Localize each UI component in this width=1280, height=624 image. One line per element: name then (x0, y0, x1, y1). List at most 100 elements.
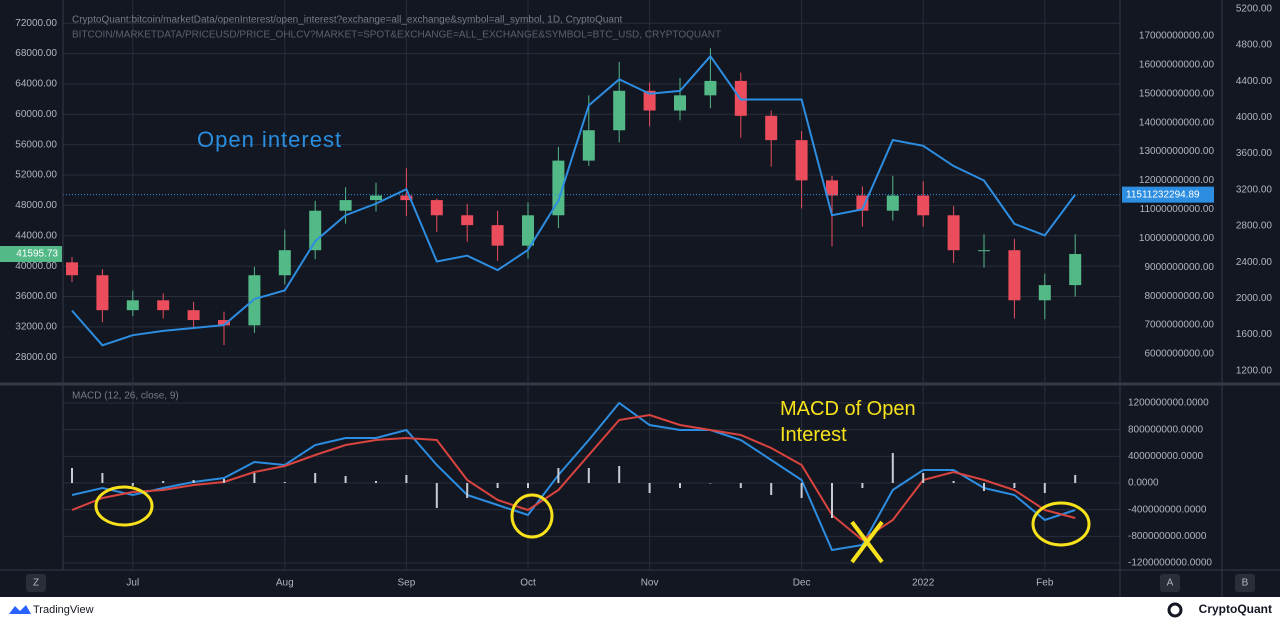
axis-button-label[interactable]: B (1242, 578, 1249, 589)
histogram-bar (101, 473, 104, 483)
y-tick-label: 17000000000.00 (1139, 31, 1215, 42)
histogram-bar (435, 483, 438, 508)
histogram-bar (922, 473, 925, 483)
candle-body (643, 90, 656, 111)
y-tick-label: 5200.00 (1236, 3, 1273, 14)
candle-body (522, 215, 534, 246)
histogram-bar (831, 483, 833, 518)
histogram-bar (527, 483, 529, 488)
y-tick-label: 0.0000 (1128, 478, 1159, 489)
y-tick-label: 32000.00 (15, 322, 57, 333)
x-tick-label: Jul (126, 578, 139, 589)
candle-body (582, 130, 595, 161)
y-tick-label: 44000.00 (15, 230, 57, 241)
y-tick-label: 14000000000.00 (1139, 117, 1215, 128)
y-tick-label: 8000000000.00 (1144, 291, 1214, 302)
y-tick-label: 40000.00 (15, 261, 57, 272)
y-tick-label: -400000000.0000 (1128, 504, 1207, 515)
histogram-bar (223, 479, 225, 483)
candle-body (1038, 285, 1051, 301)
x-tick-label: Aug (276, 578, 294, 589)
candle-body (491, 225, 504, 246)
histogram-bar (679, 483, 681, 488)
histogram-bar (891, 453, 894, 483)
annotation: Open interest (197, 127, 342, 152)
histogram-bar (587, 468, 590, 483)
histogram-bar (496, 483, 499, 488)
candle-body (339, 200, 352, 211)
x-tick-label: Dec (793, 578, 811, 589)
y-tick-label: 48000.00 (15, 200, 57, 211)
histogram-bar (983, 483, 985, 491)
highlight-circle (94, 485, 154, 527)
y-tick-label: 56000.00 (15, 139, 57, 150)
axis-button-label[interactable]: A (1167, 578, 1174, 589)
candle-body (1008, 250, 1021, 301)
histogram-bar (253, 473, 256, 483)
candle-body (400, 195, 413, 201)
y-tick-label: 28000.00 (15, 352, 57, 363)
annotation: MACD of Open Interest (780, 398, 916, 446)
y-tick-label: 1200000000.0000 (1128, 398, 1209, 409)
candle-body (795, 140, 808, 181)
histogram-bar (648, 483, 651, 493)
histogram-bar (557, 468, 560, 483)
candle-body (461, 215, 474, 226)
y-tick-label: 4800.00 (1236, 40, 1273, 51)
y-tick-label: 9000000000.00 (1144, 262, 1214, 273)
indicator-title: MACD (12, 26, close, 9) (72, 391, 179, 402)
candle-body (856, 195, 869, 211)
histogram-bar (709, 483, 712, 484)
candle-body (187, 310, 200, 321)
y-tick-label: -1200000000.0000 (1128, 558, 1212, 569)
highlight-cross (850, 520, 884, 564)
histogram-bar (344, 476, 347, 483)
y-tick-label: 3200.00 (1236, 184, 1273, 195)
histogram-bar (131, 483, 134, 486)
histogram-bar (618, 466, 621, 483)
y-tick-label: 10000000000.00 (1139, 233, 1215, 244)
cryptoquant-logo (1167, 602, 1183, 618)
axis-button-label[interactable]: Z (33, 578, 39, 589)
y-tick-label: 13000000000.00 (1139, 146, 1215, 157)
candle-body (218, 320, 230, 326)
x-tick-label: Feb (1036, 578, 1054, 589)
open-interest-line (71, 54, 1077, 347)
histogram-bar (1013, 483, 1016, 488)
candle-body (96, 275, 109, 311)
y-tick-label: 3600.00 (1236, 148, 1273, 159)
highlight-circle (510, 493, 554, 539)
y-tick-label: 52000.00 (15, 170, 57, 181)
tradingview-logo (9, 605, 31, 614)
y-tick-label: 4400.00 (1236, 76, 1273, 87)
histogram-bar (283, 482, 286, 483)
y-tick-label: 72000.00 (15, 18, 57, 29)
candle-body (126, 300, 139, 311)
footer-brand: CryptoQuant (1199, 602, 1272, 616)
histogram-bar (162, 481, 165, 483)
axis-button[interactable] (1160, 574, 1180, 592)
candle-body (66, 262, 78, 276)
y-tick-label: 15000000000.00 (1139, 88, 1215, 99)
y-tick-label: 12000000000.00 (1139, 175, 1215, 186)
footer-brand: TradingView (33, 604, 94, 616)
y-tick-label: 1200.00 (1236, 365, 1273, 376)
y-tick-label: 400000000.0000 (1128, 451, 1204, 462)
candle-body (1069, 254, 1082, 286)
histogram-bar (800, 483, 803, 498)
last-value-label: 11511232294.89 (1126, 189, 1200, 200)
axis-button[interactable] (26, 574, 46, 592)
candle-body (430, 200, 443, 216)
axis-button[interactable] (1235, 574, 1255, 592)
histogram-bar (71, 468, 73, 483)
candle-body (826, 180, 838, 196)
candle-body (309, 210, 322, 251)
histogram-bar (861, 483, 864, 488)
footer-bar (0, 597, 1280, 624)
y-tick-label: 800000000.0000 (1128, 424, 1204, 435)
y-tick-label: -800000000.0000 (1128, 531, 1207, 542)
y-tick-label: 7000000000.00 (1144, 320, 1214, 331)
candle-body (674, 95, 686, 111)
y-tick-label: 16000000000.00 (1139, 59, 1215, 70)
y-tick-label: 6000000000.00 (1144, 349, 1214, 360)
